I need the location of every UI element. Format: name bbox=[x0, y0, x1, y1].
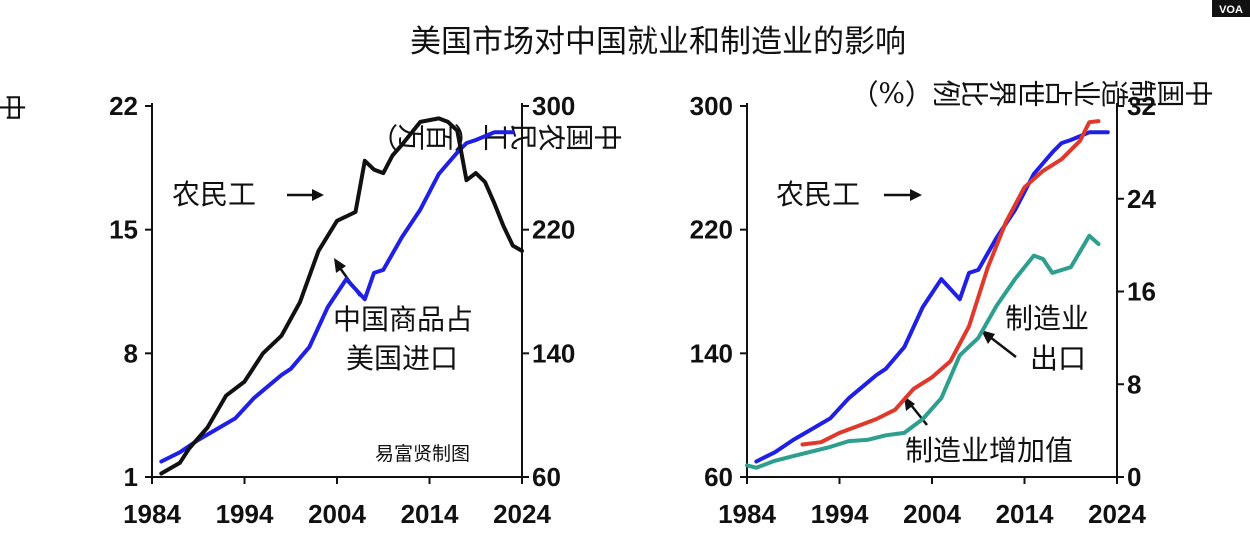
p1-x-tick-label-1: 1994 bbox=[811, 499, 869, 529]
p1-x-tick-label-0: 1984 bbox=[718, 499, 776, 529]
voa-logo: VOA bbox=[1212, 0, 1250, 17]
right-annotation-value-added: 制造业增加值 bbox=[905, 434, 1073, 467]
p0-left-tick-label-1: 15 bbox=[109, 215, 138, 245]
left-annotation-arrow-head bbox=[312, 189, 324, 201]
p0-right-tick-label-1: 220 bbox=[532, 215, 575, 245]
p0-left-tick-label-2: 8 bbox=[124, 338, 138, 368]
right-chart-right-axis-label: 中国制造业占世界比例（%） bbox=[850, 76, 1213, 109]
right-chart-panel: 中国制造业占世界比例（%） 农民工 制造业 出口 制造业增加值 bbox=[746, 76, 1213, 478]
p1-x-tick-label-3: 2014 bbox=[996, 499, 1054, 529]
p1-series-line-2 bbox=[745, 233, 1101, 470]
p1-right-tick-label-1: 24 bbox=[1127, 184, 1156, 214]
right-annotation-value-added-arrow-head bbox=[904, 396, 915, 411]
right-annotation-arrow-head bbox=[910, 189, 922, 201]
right-annotation-value-added-arrow-line bbox=[910, 404, 928, 426]
left-annotation-imports-line1: 中国商品占 bbox=[333, 303, 473, 336]
chart-marks: 1984 1994 2004 2014 2024 22 15 8 1 300 220 140 60 198… bbox=[109, 91, 1156, 529]
left-chart-right-axis-label: 中国农民工（百万） bbox=[370, 120, 622, 153]
p0-right-tick-label-3: 60 bbox=[532, 462, 561, 492]
left-annotation-imports-arrow-head bbox=[334, 258, 346, 273]
p0-left-tick-label-0: 22 bbox=[109, 91, 138, 121]
p1-right-tick-label-4: 0 bbox=[1127, 462, 1141, 492]
p1-right-tick-label-0: 32 bbox=[1127, 91, 1156, 121]
p1-left-tick-label-2: 140 bbox=[690, 338, 733, 368]
p0-right-tick-label-0: 300 bbox=[532, 91, 575, 121]
left-annotation-imports-line2: 美国进口 bbox=[346, 342, 458, 375]
p0-series-line-1 bbox=[159, 116, 524, 476]
p1-x-tick-label-4: 2024 bbox=[1088, 499, 1146, 529]
p0-left-tick-label-3: 1 bbox=[124, 462, 138, 492]
p1-series-line-1 bbox=[800, 119, 1101, 447]
p0-x-tick-label-2: 2004 bbox=[308, 499, 366, 529]
p1-left-tick-label-3: 60 bbox=[704, 462, 733, 492]
p0-x-tick-label-3: 2014 bbox=[401, 499, 459, 529]
right-annotation-exports-arrow-line bbox=[989, 336, 1017, 358]
p0-x-tick-label-4: 2024 bbox=[493, 499, 551, 529]
p1-left-tick-label-1: 220 bbox=[690, 215, 733, 245]
logo-text: VOA bbox=[1219, 4, 1243, 16]
p0-x-tick-label-1: 1994 bbox=[216, 499, 274, 529]
p1-left-tick-label-0: 300 bbox=[690, 91, 733, 121]
right-annotation-exports-line1: 制造业 bbox=[1005, 302, 1089, 335]
p0-right-tick-label-2: 140 bbox=[532, 338, 575, 368]
p0-x-tick-label-0: 1984 bbox=[123, 499, 181, 529]
p1-x-tick-label-2: 2004 bbox=[903, 499, 961, 529]
chart-title: 美国市场对中国就业和制造业的影响 bbox=[410, 24, 906, 60]
right-annotation-exports-line2: 出口 bbox=[1030, 342, 1086, 375]
right-annotation-migrant-workers: 农民工 bbox=[776, 178, 860, 211]
p1-right-tick-label-2: 16 bbox=[1127, 277, 1156, 307]
p1-series-line-0 bbox=[754, 130, 1110, 464]
chart-credit: 易富贤制图 bbox=[375, 443, 470, 465]
p1-right-tick-label-3: 8 bbox=[1127, 369, 1141, 399]
right-annotation-exports-arrow-head bbox=[981, 330, 995, 344]
left-annotation-migrant-workers: 农民工 bbox=[172, 178, 256, 211]
